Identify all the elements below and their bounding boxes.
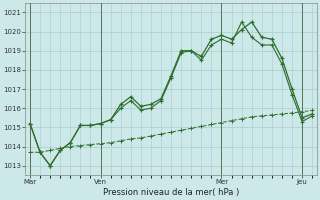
X-axis label: Pression niveau de la mer( hPa ): Pression niveau de la mer( hPa ) — [103, 188, 239, 197]
